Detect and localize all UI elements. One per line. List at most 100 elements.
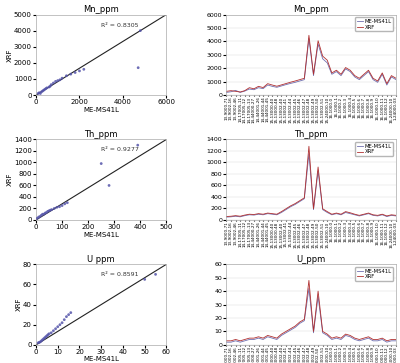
Point [37,91,44,97]
XRF [252,87,256,91]
Line: ME-MS41L: ME-MS41L [226,39,396,93]
Point [47,207,54,213]
ME-MS41L [357,339,362,343]
XRF [311,207,316,211]
ME-MS41L [380,72,385,77]
Point [50,328,56,334]
Point [46,208,52,214]
XRF [352,336,357,340]
XRF [233,337,238,342]
Point [137,28,144,33]
Point [38,212,44,218]
XRF [224,339,229,343]
Line: XRF: XRF [226,280,396,341]
Point [51,205,58,211]
Legend: ME-MS41L, XRF: ME-MS41L, XRF [355,267,393,281]
ME-MS41L [389,339,394,343]
XRF [348,333,352,338]
X-axis label: ME-MS41L: ME-MS41L [83,356,119,362]
ME-MS41L [343,333,348,338]
XRF [242,337,247,342]
XRF [320,54,325,58]
ME-MS41L [334,212,339,216]
ME-MS41L [330,213,334,217]
ME-MS41L [284,82,288,87]
ME-MS41L [311,331,316,335]
ME-MS41L [252,213,256,217]
XRF [343,332,348,336]
ME-MS41L [371,77,376,82]
XRF [224,214,229,219]
Point [59,320,65,326]
XRF [238,339,242,343]
ME-MS41L [297,79,302,83]
Point [38,338,45,344]
Point [44,85,50,91]
XRF [229,214,234,219]
XRF [330,212,334,216]
ME-MS41L [375,80,380,85]
Point [52,78,59,84]
Point [98,161,104,167]
Point [50,80,56,86]
Text: R² = 0.8591: R² = 0.8591 [101,272,139,277]
XRF [394,76,398,81]
XRF [274,336,279,340]
Line: ME-MS41L: ME-MS41L [226,154,396,217]
ME-MS41L [306,37,311,41]
Point [39,211,46,217]
XRF [256,212,261,216]
ME-MS41L [394,339,398,343]
XRF [357,213,362,217]
XRF [343,209,348,214]
ME-MS41L [362,213,366,217]
Text: R² = 0.8305: R² = 0.8305 [101,23,139,28]
XRF [375,337,380,342]
Point [46,331,52,337]
XRF [311,329,316,334]
Point [42,335,48,341]
ME-MS41L [325,61,330,65]
XRF [261,212,266,216]
ME-MS41L [279,210,284,215]
XRF [316,165,320,169]
XRF [302,76,307,81]
ME-MS41L [366,69,371,74]
ME-MS41L [247,87,252,91]
Legend: ME-MS41L, XRF: ME-MS41L, XRF [355,17,393,31]
ME-MS41L [362,337,366,342]
XRF [270,335,275,339]
Point [152,272,159,277]
ME-MS41L [270,212,275,216]
XRF [389,213,394,217]
XRF [242,213,247,217]
ME-MS41L [339,73,344,78]
ME-MS41L [279,333,284,338]
Line: XRF: XRF [226,146,396,216]
Point [39,88,46,94]
XRF [339,336,344,340]
XRF [384,82,389,86]
Title: Th_ppm: Th_ppm [294,130,328,139]
ME-MS41L [297,321,302,326]
ME-MS41L [242,339,247,343]
ME-MS41L [224,90,229,95]
XRF [293,324,298,328]
Point [68,71,74,77]
XRF [274,84,279,89]
Point [68,310,74,315]
XRF [297,320,302,324]
Point [48,330,54,336]
XRF [371,213,376,217]
XRF [325,58,330,62]
XRF [265,82,270,86]
XRF [306,278,311,282]
ME-MS41L [256,336,261,340]
Point [48,82,54,87]
Text: R² = 0.9277: R² = 0.9277 [101,147,139,152]
Point [62,201,68,207]
ME-MS41L [343,210,348,215]
Point [66,312,72,318]
XRF [238,90,242,94]
ME-MS41L [261,86,266,91]
